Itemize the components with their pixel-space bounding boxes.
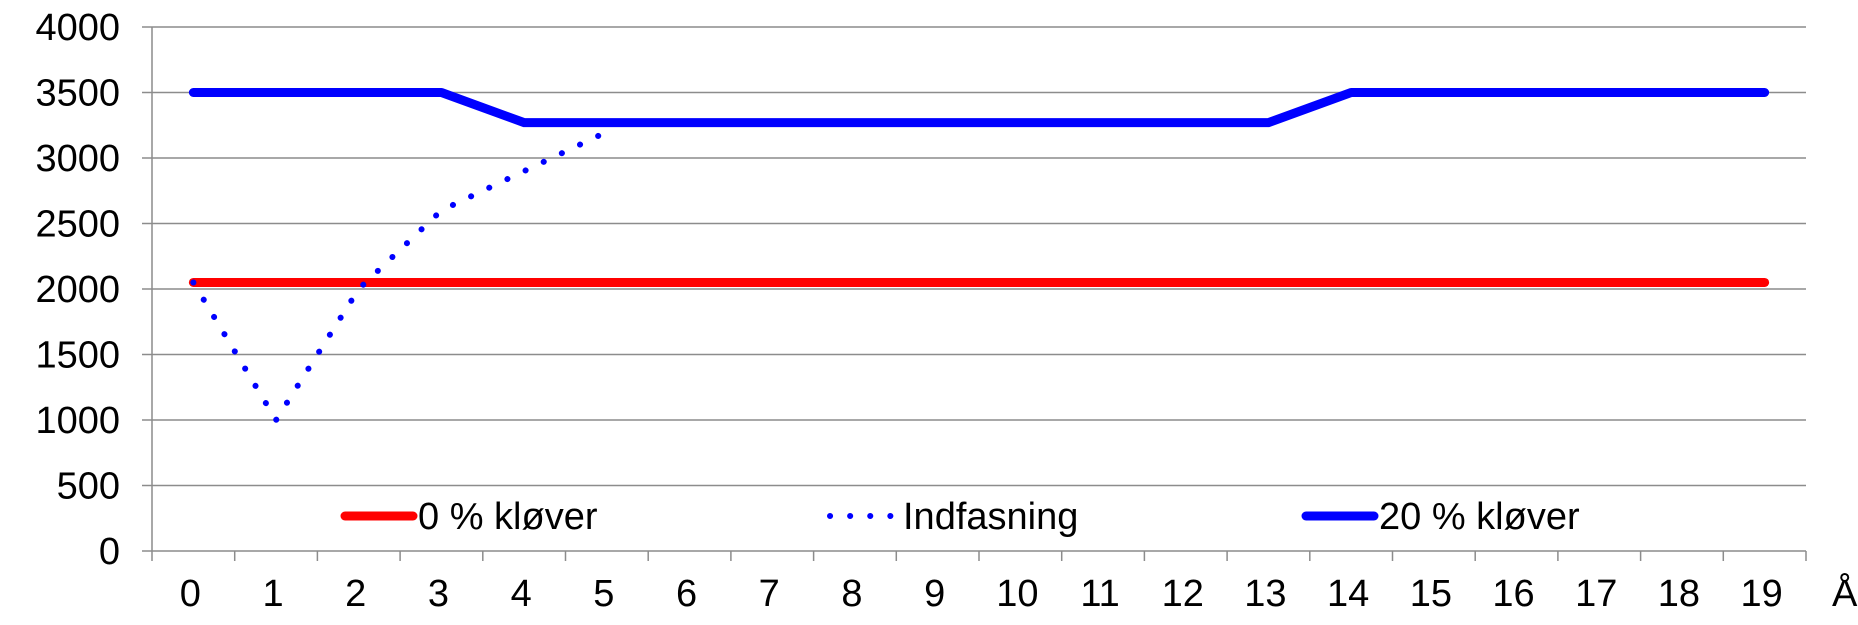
legend-label: Indfasning <box>903 496 1078 538</box>
x-tick-label: 4 <box>511 573 532 615</box>
x-tick-label: 7 <box>759 573 780 615</box>
y-tick-label: 4000 <box>35 7 120 49</box>
y-tick-label: 0 <box>99 531 120 573</box>
y-tick-label: 3500 <box>35 73 120 115</box>
x-tick-label: 17 <box>1575 573 1617 615</box>
legend-label: 0 % kløver <box>418 496 598 538</box>
y-tick-label: 3000 <box>35 138 120 180</box>
x-axis-label: År <box>1832 571 1858 615</box>
x-tick-label: 18 <box>1658 573 1700 615</box>
x-tick-label: 6 <box>676 573 697 615</box>
x-tick-label: 1 <box>262 573 283 615</box>
series-lines <box>188 88 1770 426</box>
x-tick-label: 0 <box>180 573 201 615</box>
y-tick-label: 1000 <box>35 400 120 442</box>
y-tick-label: 1500 <box>35 335 120 377</box>
x-tick-label: 13 <box>1244 573 1286 615</box>
x-tick-label: 10 <box>996 573 1038 615</box>
x-tick-label: 2 <box>345 573 366 615</box>
y-tick-label: 2500 <box>35 204 120 246</box>
x-tick-label: 8 <box>841 573 862 615</box>
x-tick-label: 3 <box>428 573 449 615</box>
x-axis-ticks: 0 1 2 3 4 5 6 7 8 9 10 11 12 13 14 15 16 17 18 19 <box>151 551 1807 615</box>
x-tick-label: 11 <box>1080 573 1119 615</box>
x-tick-label: 16 <box>1492 573 1534 615</box>
y-tick-label: 500 <box>57 466 120 508</box>
legend: 0 % kløver Indfasning 20 % kløver <box>340 496 1580 538</box>
series-line <box>190 128 610 426</box>
x-tick-label: 12 <box>1162 573 1204 615</box>
y-tick-label: 2000 <box>35 269 120 311</box>
x-tick-label: 14 <box>1327 573 1369 615</box>
legend-label: 20 % kløver <box>1379 496 1580 538</box>
y-axis-ticks: 0 500 1000 1500 2000 2500 3000 3500 4000 <box>35 7 152 573</box>
x-tick-label: 19 <box>1741 573 1783 615</box>
x-tick-label: 5 <box>593 573 614 615</box>
x-tick-label: 15 <box>1410 573 1452 615</box>
series-line <box>188 88 1770 128</box>
x-tick-label: 9 <box>924 573 945 615</box>
